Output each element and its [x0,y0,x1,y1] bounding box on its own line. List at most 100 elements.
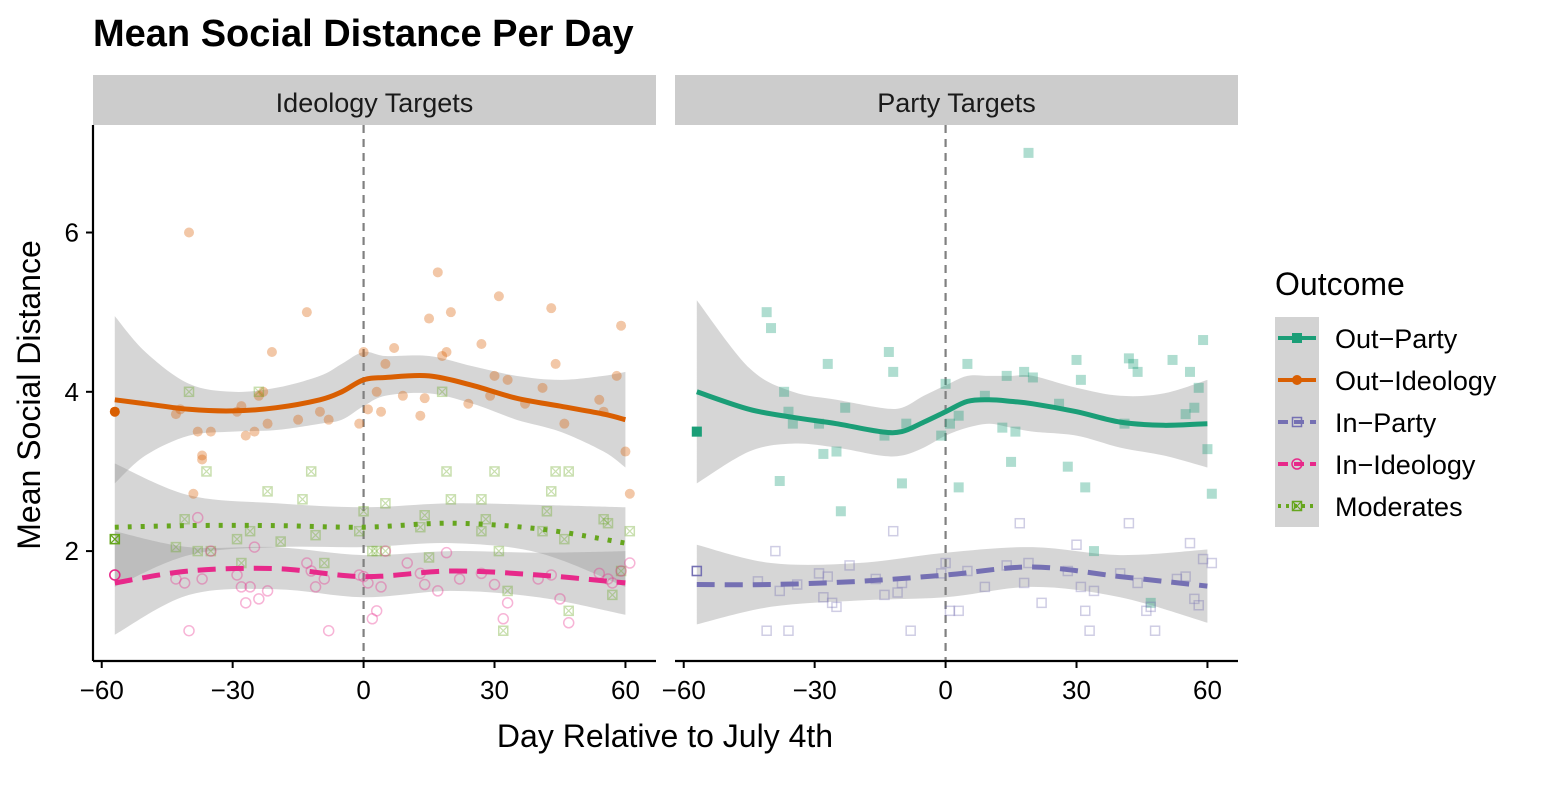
point-out-party [997,422,1008,433]
point-out-party [1193,382,1204,393]
point-out-ideology [371,386,382,397]
point-out-party [1128,358,1139,369]
point-out-ideology [550,358,561,369]
point-moderates-cross-a [297,494,308,505]
point-out-ideology [437,350,448,361]
point-moderates-box [441,466,452,477]
panel-party-targets: Party Targets −60 −30 0 30 60 [662,75,1238,705]
y-tick-label: 2 [65,536,79,566]
point-moderates [480,513,492,525]
point-moderates-cross-a [232,534,242,545]
point-moderates-box [423,552,435,563]
smooth-lines [696,389,1208,589]
smooth-lines [114,372,627,586]
point-out-ideology [445,307,456,318]
point-out-party [1189,402,1200,413]
point-moderates-cross-b [170,542,181,553]
point-out-ideology [170,409,181,420]
point-moderates-cross-b [253,386,264,397]
point-out-party [831,446,842,457]
point-out-party [1198,335,1209,346]
point-moderates-box [615,565,627,577]
point-out-party [1202,444,1213,455]
point-moderates-cross-b [201,466,212,477]
point-out-party [944,418,955,429]
point-in-ideology [253,593,265,605]
point-moderates-cross-b [598,514,609,525]
point-in-party [1189,593,1200,605]
point-moderates-cross-a [371,546,382,557]
point-in-ideology [624,557,636,569]
confidence-bands [696,300,1208,625]
point-moderates [109,533,121,545]
point-moderates-cross-a [179,514,190,525]
point-in-ideology [497,613,509,625]
point-moderates-box [480,513,492,525]
point-in-party [770,545,781,557]
point-in-ideology [183,624,195,637]
point-in-ideology [109,569,121,581]
point-moderates-box [493,545,505,557]
point-moderates-box [305,466,317,477]
point-moderates-box [109,533,121,545]
point-in-ideology [501,597,514,609]
point-moderates [380,545,391,557]
point-in-ideology [418,578,431,591]
point-in-party [774,585,785,597]
point-moderates-cross-a [245,526,256,537]
point-moderates [244,525,256,537]
point-out-party [953,482,964,493]
point-moderates [253,386,265,398]
point-out-party [779,386,790,397]
x-axis-title: Day Relative to July 4th [497,718,833,754]
point-in-ideology [562,617,575,629]
point-moderates [371,545,382,557]
point-out-party [766,323,777,334]
point-out-party [883,346,894,357]
point-out-party [1071,354,1082,365]
point-in-ideology [401,557,413,569]
point-moderates [297,494,308,505]
point-in-party [940,557,951,569]
point-in-ideology [248,541,261,553]
point-moderates-box [380,498,391,509]
point-moderates [563,605,574,617]
point-moderates [598,513,609,525]
point-out-ideology [205,426,216,437]
x-tick-label: 60 [1193,675,1222,705]
point-moderates-cross-a [310,530,321,541]
point-in-party [1184,537,1196,549]
point-in-party [826,597,838,609]
point-moderates-box [244,525,256,537]
chart-title: Mean Social Distance Per Day [93,13,634,55]
point-in-ideology [178,577,191,589]
point-out-party [1054,398,1065,409]
legend-item-out-ideology: Out−Ideology [1275,359,1497,401]
point-in-party [1075,581,1087,593]
point-out-party [1080,482,1091,493]
point-out-party [1010,426,1021,437]
legend-label: Out−Party [1335,324,1458,354]
point-moderates [476,494,487,505]
point-moderates-box [319,557,330,569]
point-moderates-box [559,533,570,545]
point-moderates-box [598,513,609,525]
smooth-line-in-ideology [114,565,626,586]
point-out-ideology [109,406,120,417]
point-out-party [814,418,825,429]
point-out-party [774,476,785,487]
point-moderates [310,529,321,541]
point-out-party [962,358,973,369]
point-out-party [1180,409,1191,420]
legend-item-moderates: Moderates [1275,485,1463,527]
point-out-ideology [502,374,513,385]
point-moderates-cross-a [319,558,330,568]
point-in-party [879,589,890,601]
point-moderates [262,486,273,497]
point-moderates-cross-b [550,466,561,477]
point-out-ideology [184,227,195,238]
point-out-ideology [441,346,452,357]
point-out-ideology [188,488,199,499]
point-out-party [1123,353,1134,364]
point-moderates-cross-a [441,466,452,477]
